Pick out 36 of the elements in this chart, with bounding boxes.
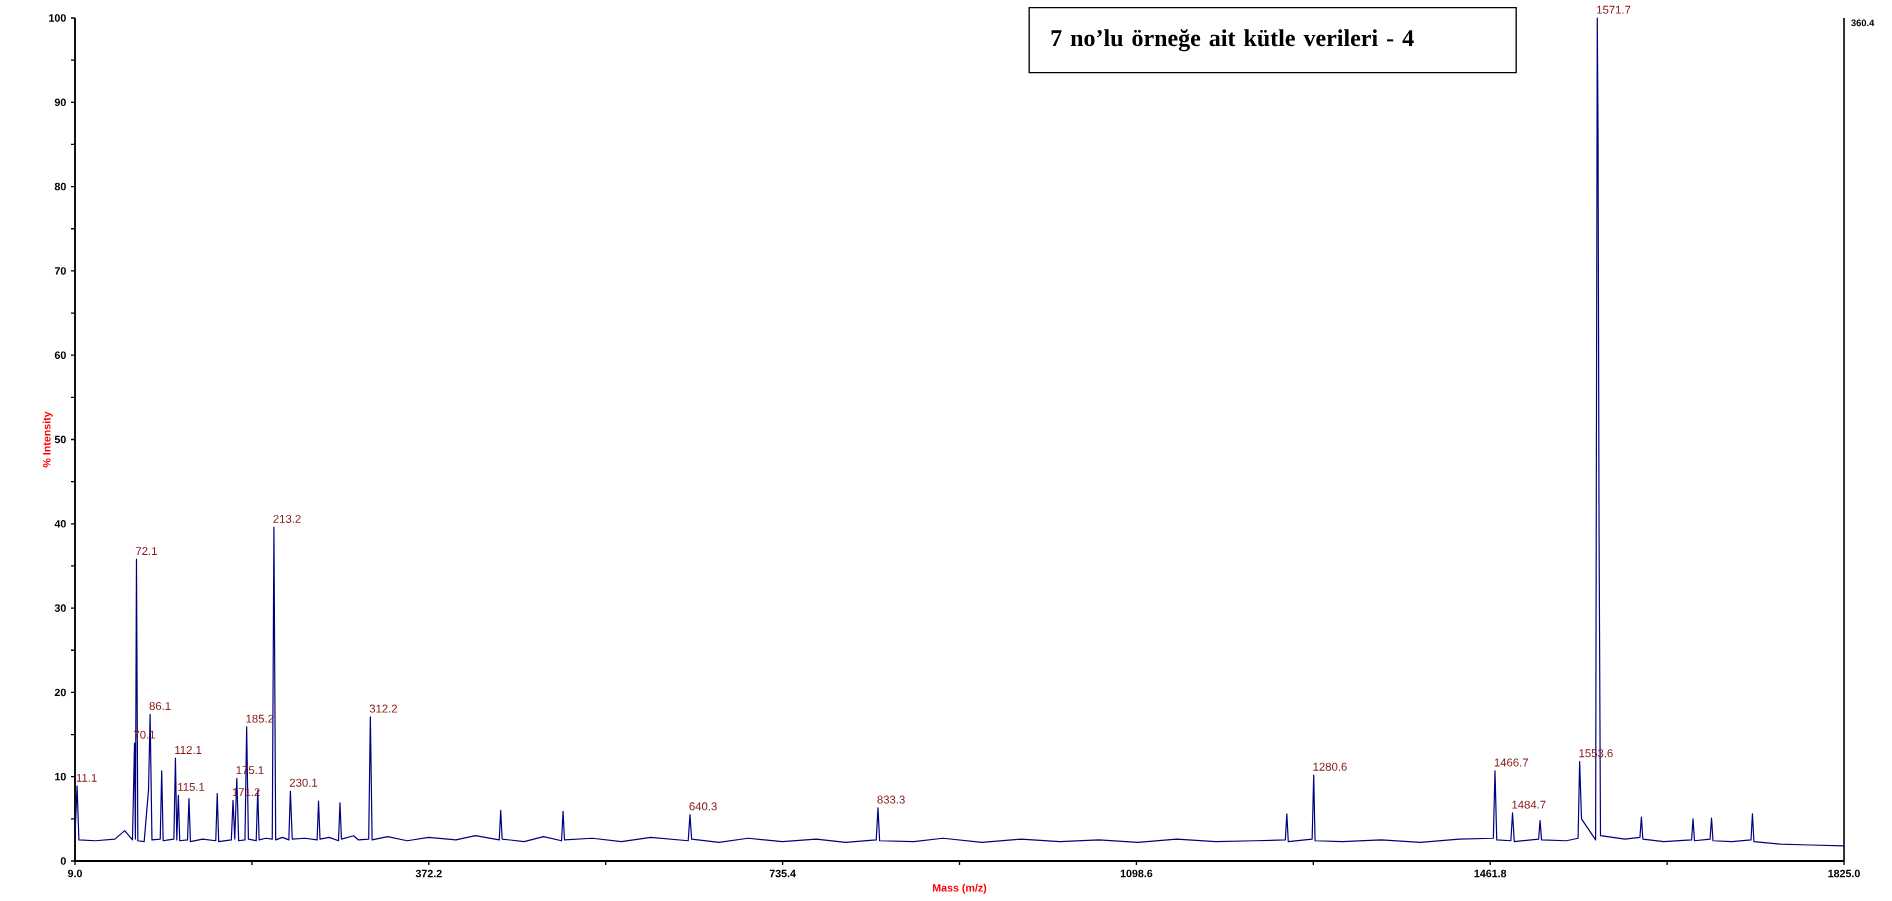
annotation: 112.1 — [175, 745, 202, 754]
x-tick-label: 1098.6 — [1120, 869, 1153, 878]
annotation: 1280.6 — [1313, 762, 1347, 771]
annotation: 115.1 — [178, 783, 205, 791]
y-tick-label: 70 — [54, 267, 66, 275]
annotation: 86.1 — [149, 702, 171, 711]
y-tick-label: 100 — [49, 14, 66, 22]
annotation: 230.1 — [289, 778, 318, 787]
x-tick-label: 9.0 — [67, 869, 82, 878]
x-axis-title: Mass (m/z) — [932, 883, 987, 894]
y-tick-label: 50 — [54, 435, 66, 444]
x-tick-label: 1461.8 — [1474, 869, 1507, 878]
y-tick-label: 20 — [54, 688, 66, 697]
y-tick-label: 80 — [54, 182, 66, 191]
y-tick-label: 60 — [54, 351, 66, 359]
annotation: 72.1 — [135, 547, 157, 555]
x-tick-label: 735.4 — [769, 869, 796, 878]
y-tick-label: 30 — [54, 604, 66, 612]
annotation: 213.2 — [273, 514, 301, 523]
y-axis-title: % Intensity — [42, 411, 53, 468]
annotation: 312.2 — [369, 704, 398, 713]
line-series — [74, 17, 1845, 847]
text: 360.4 — [1851, 19, 1875, 27]
y-tick-label: 40 — [54, 520, 66, 528]
annotation: 1571.7 — [1597, 5, 1631, 14]
annotation: 1466.7 — [1494, 758, 1529, 767]
annotation: 833.3 — [877, 795, 905, 804]
x-tick-label: 372.2 — [415, 869, 442, 878]
chart-title: 7 no’lu örneğe ait kütle verileri - 4 — [1051, 29, 1414, 52]
annotation: 1484.7 — [1512, 800, 1546, 809]
annotation: 11.1 — [76, 773, 97, 782]
y-tick-label: 10 — [55, 772, 66, 781]
y-tick-label: 90 — [54, 98, 66, 107]
y-tick-label: 0 — [60, 857, 66, 865]
annotation: 640.3 — [689, 802, 717, 811]
x-tick-label: 1825.0 — [1828, 869, 1860, 878]
